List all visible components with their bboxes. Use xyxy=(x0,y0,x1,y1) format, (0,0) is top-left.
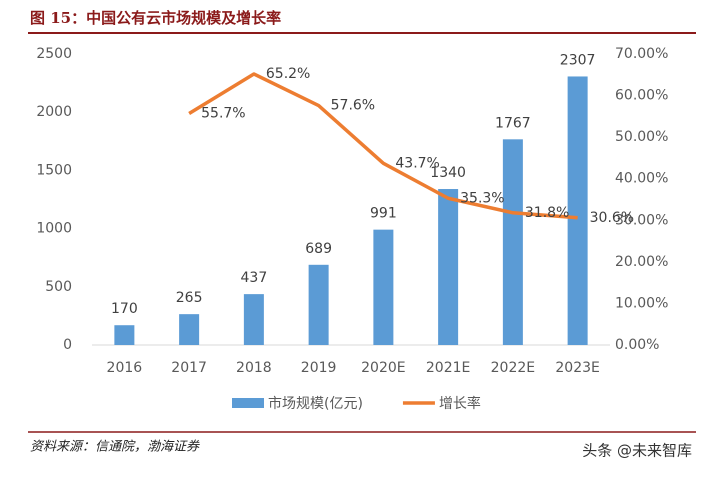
line-value-label: 55.7% xyxy=(201,105,245,121)
line-value-label: 30.6% xyxy=(590,210,634,226)
x-tick-label: 2020E xyxy=(361,360,405,376)
bar xyxy=(373,229,394,345)
y2-tick-label: 50.00% xyxy=(615,129,668,145)
y-tick-label: 2000 xyxy=(36,104,72,120)
bar xyxy=(179,314,200,345)
line-value-label: 65.2% xyxy=(266,66,310,82)
bar-value-label: 265 xyxy=(176,290,203,306)
bar xyxy=(438,189,459,345)
y-tick-label: 0 xyxy=(63,337,72,353)
x-tick-label: 2023E xyxy=(555,360,599,376)
source: 资料来源：信通院，渤海证券 xyxy=(30,439,200,455)
line-value-label: 31.8% xyxy=(525,205,569,221)
line-value-label: 57.6% xyxy=(331,98,375,114)
bar xyxy=(502,139,523,345)
bar-value-label: 1340 xyxy=(430,165,466,181)
y2-tick-label: 70.00% xyxy=(615,46,668,62)
x-tick-label: 2022E xyxy=(491,360,535,376)
y-tick-label: 500 xyxy=(45,279,72,295)
x-tick-label: 2017 xyxy=(171,360,207,376)
bar-value-label: 991 xyxy=(370,206,397,222)
x-tick-label: 2021E xyxy=(426,360,470,376)
y-tick-label: 2500 xyxy=(36,46,72,62)
y-tick-label: 1500 xyxy=(36,162,72,178)
bar-value-label: 2307 xyxy=(560,52,596,68)
bar-value-label: 170 xyxy=(111,301,138,317)
figure-title: 图 15：中国公有云市场规模及增长率 xyxy=(30,9,281,27)
y2-tick-label: 20.00% xyxy=(615,254,668,270)
legend-label: 市场规模(亿元) xyxy=(268,395,363,412)
legend-swatch xyxy=(232,398,264,408)
legend-label: 增长率 xyxy=(439,395,481,412)
x-tick-label: 2019 xyxy=(301,360,337,376)
bar xyxy=(114,325,135,345)
x-tick-label: 2018 xyxy=(236,360,272,376)
y2-tick-label: 10.00% xyxy=(615,295,668,311)
y-tick-label: 1000 xyxy=(36,221,72,237)
bar-value-label: 689 xyxy=(305,241,332,257)
bar xyxy=(567,76,588,345)
line-value-label: 35.3% xyxy=(460,190,504,206)
y2-tick-label: 0.00% xyxy=(615,337,659,353)
y2-tick-label: 60.00% xyxy=(615,88,668,104)
line-value-label: 43.7% xyxy=(395,155,439,171)
bar xyxy=(308,264,329,345)
y2-tick-label: 30.00% xyxy=(615,212,668,228)
x-tick-label: 2016 xyxy=(107,360,143,376)
bar-value-label: 1767 xyxy=(495,115,531,131)
growth-line xyxy=(188,72,578,220)
y2-tick-label: 40.00% xyxy=(615,171,668,187)
watermark: 头条 @未来智库 xyxy=(582,442,692,460)
bar xyxy=(243,294,264,345)
bar-value-label: 437 xyxy=(241,270,268,286)
